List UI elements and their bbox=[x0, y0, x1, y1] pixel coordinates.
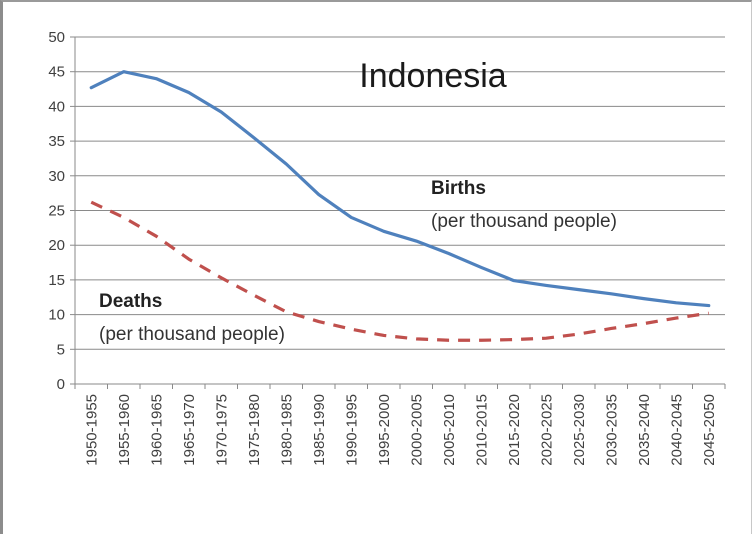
x-tick-label-16: 2030-2035 bbox=[603, 394, 620, 466]
y-tick-label-25: 25 bbox=[48, 203, 65, 220]
x-tick-label-5: 1975-1980 bbox=[246, 394, 263, 466]
y-tick-label-30: 30 bbox=[48, 168, 65, 185]
chart-title: Indonesia bbox=[359, 57, 507, 95]
y-tick-label-20: 20 bbox=[48, 237, 65, 254]
series-line-births bbox=[89, 70, 711, 308]
series-line-deaths bbox=[90, 200, 709, 342]
y-tick-label-40: 40 bbox=[48, 98, 65, 115]
x-tick-label-0: 1950-1955 bbox=[83, 394, 100, 466]
deaths-annotation-unit: (per thousand people) bbox=[99, 324, 285, 345]
y-tick-label-10: 10 bbox=[48, 307, 65, 324]
x-tick-label-10: 2000-2005 bbox=[408, 394, 425, 466]
x-tick-label-4: 1970-1975 bbox=[213, 394, 230, 466]
x-tick-label-9: 1995-2000 bbox=[376, 394, 393, 466]
x-tick-label-2: 1960-1965 bbox=[148, 394, 165, 466]
births-annotation-label: Births bbox=[431, 178, 486, 199]
x-tick-label-14: 2020-2025 bbox=[538, 394, 555, 466]
x-tick-label-6: 1980-1985 bbox=[278, 394, 295, 466]
deaths-annotation-label: Deaths bbox=[99, 291, 162, 312]
x-tick-labels: 1950-1955 1955-1960 1960-1965 1965-1970 1970… bbox=[83, 394, 718, 466]
x-tick-label-8: 1990-1995 bbox=[343, 394, 360, 466]
axes bbox=[70, 36, 726, 389]
y-tick-label-35: 35 bbox=[48, 133, 65, 150]
y-tick-label-45: 45 bbox=[48, 64, 65, 81]
births-annotation-unit: (per thousand people) bbox=[431, 211, 617, 232]
x-tick-label-19: 2045-2050 bbox=[701, 394, 718, 466]
x-tick-label-17: 2035-2040 bbox=[636, 394, 653, 466]
x-tick-label-15: 2025-2030 bbox=[571, 394, 588, 466]
x-tick-label-3: 1965-1970 bbox=[181, 394, 198, 466]
y-tick-label-5: 5 bbox=[57, 341, 65, 358]
y-tick-labels: 0 5 10 15 20 25 30 35 40 45 50 bbox=[48, 29, 65, 393]
y-tick-label-0: 0 bbox=[57, 376, 65, 393]
x-tick-label-18: 2040-2045 bbox=[668, 394, 685, 466]
x-tick-label-7: 1985-1990 bbox=[311, 394, 328, 466]
x-tick-label-13: 2015-2020 bbox=[506, 394, 523, 466]
x-tick-label-12: 2010-2015 bbox=[473, 394, 490, 466]
y-tick-label-50: 50 bbox=[48, 29, 65, 46]
x-tick-label-11: 2005-2010 bbox=[441, 394, 458, 466]
y-tick-label-15: 15 bbox=[48, 272, 65, 289]
gridlines bbox=[75, 36, 725, 350]
series-lines bbox=[89, 70, 711, 342]
x-tick-label-1: 1955-1960 bbox=[116, 394, 133, 466]
